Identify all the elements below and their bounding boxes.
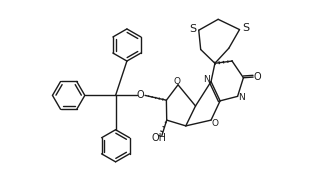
Text: S: S [242,23,249,33]
Text: N: N [239,93,245,102]
Text: N: N [203,75,210,84]
Text: S: S [190,24,197,34]
Text: OH: OH [151,133,166,143]
Text: O: O [253,72,261,82]
Text: O: O [212,119,218,128]
Text: O: O [137,90,144,100]
Text: O: O [174,77,181,86]
